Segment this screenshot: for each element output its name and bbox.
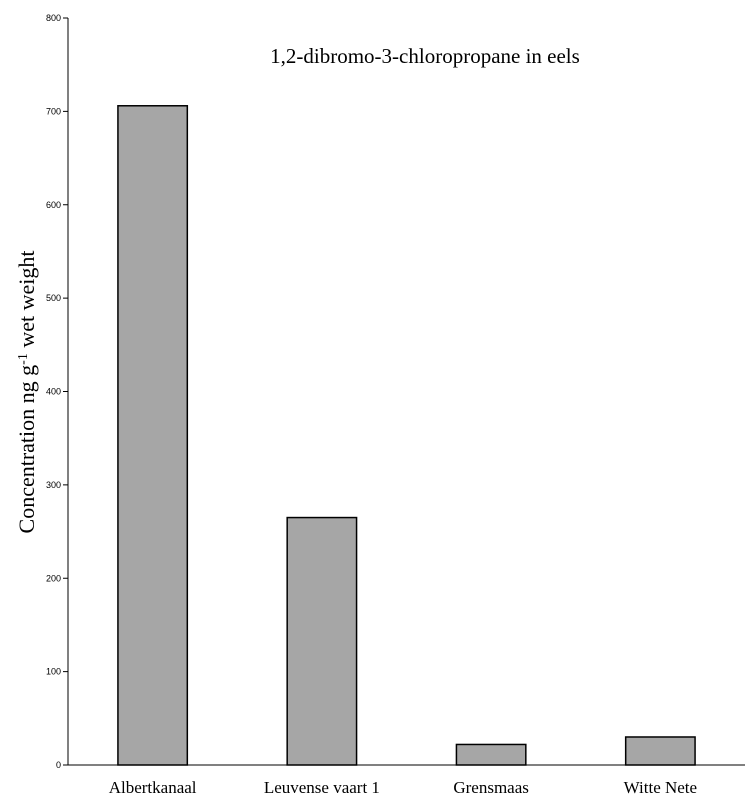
bars-group [117,105,696,766]
y-tick-label: 600 [46,200,61,210]
y-axis-label-prefix: Concentration ng g [14,365,39,534]
y-tick-label: 800 [46,13,61,23]
x-category-label: Albertkanaal [109,778,197,797]
y-tick-label: 700 [46,106,61,116]
y-tick-label: 500 [46,293,61,303]
x-category-label: Grensmaas [453,778,529,797]
x-axis-labels: Albertkanaal Leuvense vaart 1 Grensmaas Wit… [109,778,697,797]
y-axis-ticks: 0 100 200 300 400 500 600 700 800 [46,13,68,770]
y-axis-label-superscript: -1 [16,353,31,365]
bar-leuvense-vaart-1 [286,516,358,766]
y-axis-label-suffix: wet weight [14,251,39,354]
x-category-label: Leuvense vaart 1 [264,778,380,797]
y-tick-label: 400 [46,387,61,397]
y-tick-label: 100 [46,667,61,677]
y-axis-label: Concentration ng g-1 wet weight [14,251,39,534]
y-tick-label: 300 [46,480,61,490]
bar-albertkanaal [117,105,189,766]
y-tick-label: 200 [46,573,61,583]
x-category-label: Witte Nete [624,778,697,797]
y-tick-label: 0 [56,760,61,770]
bar-witte-nete [624,736,696,766]
bar-grensmaas [455,743,527,766]
chart-title: 1,2-dibromo-3-chloropropane in eels [270,44,580,68]
